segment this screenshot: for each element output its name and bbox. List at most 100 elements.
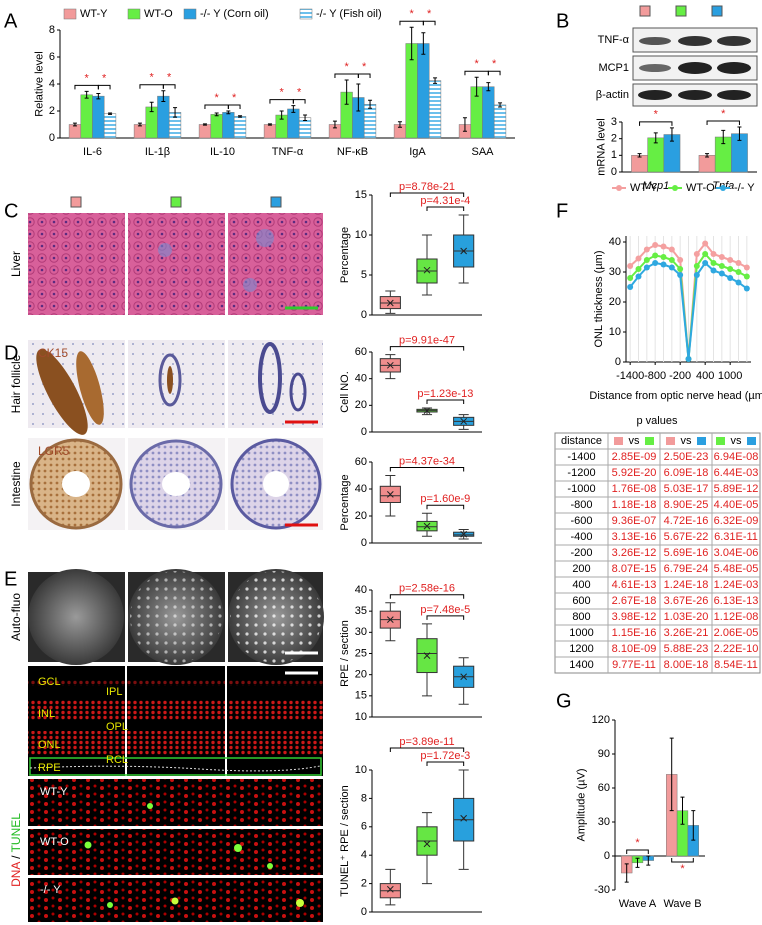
x-tick-label: -200 — [669, 370, 691, 382]
band — [638, 90, 672, 100]
legend-label: -/- Y (Fish oil) — [316, 8, 382, 20]
header-swatch — [614, 437, 623, 445]
error-bar — [462, 117, 467, 132]
x-tick-label: Wave A — [619, 898, 657, 910]
mean-marker — [423, 266, 431, 274]
error-bar — [72, 122, 77, 127]
significance-bracket — [97, 84, 111, 90]
whisker — [421, 530, 433, 537]
table-cell: 1200 — [569, 643, 593, 655]
follicle — [158, 353, 182, 407]
y-tick-label: 4 — [49, 78, 55, 90]
layer-label: RCL — [106, 754, 128, 766]
point — [743, 264, 750, 271]
whisker — [385, 290, 396, 297]
table-cell: -1000 — [567, 483, 595, 495]
table-cell: 6.79E-24 — [664, 563, 709, 575]
mean-marker — [460, 814, 468, 822]
y-axis-label: Amplitude (µV) — [575, 769, 587, 842]
whisker — [421, 234, 433, 259]
y-tick-label: -30 — [594, 884, 610, 896]
significance-marker: * — [427, 8, 432, 20]
y-tick-label: 20 — [355, 399, 367, 411]
table-cell: 1.03E-20 — [664, 611, 709, 623]
error-bar — [721, 129, 726, 145]
table-cell: 5.48E-05 — [714, 563, 759, 575]
legend-label: WT-Y — [630, 182, 658, 194]
whisker — [385, 628, 396, 642]
y-tick-label: 2 — [361, 878, 367, 890]
p-value: p=4.31e-4 — [420, 195, 470, 207]
table-header: vs — [629, 435, 641, 447]
table-cell: 3.98E-12 — [612, 611, 657, 623]
whisker — [385, 502, 396, 517]
gcl-layer — [28, 680, 323, 686]
whisker — [458, 657, 469, 667]
whisker — [421, 623, 433, 639]
panel-label: C — [4, 200, 18, 222]
bar — [157, 95, 170, 139]
p-value: p=9.91e-47 — [399, 335, 455, 347]
legend-marker — [616, 185, 622, 191]
x-tick-label: 400 — [696, 370, 714, 382]
y-tick-label: 0 — [611, 166, 617, 178]
y-tick-label: 2 — [611, 133, 617, 145]
bar — [133, 124, 147, 139]
table-cell: 9.36E-07 — [612, 515, 657, 527]
liver-images — [28, 213, 323, 315]
significance-marker: * — [297, 87, 302, 99]
mean-marker — [460, 673, 468, 681]
significance-bracket — [626, 849, 649, 854]
group-swatch — [675, 5, 687, 17]
error-bar — [669, 737, 674, 812]
y-tick-label: 20 — [355, 669, 367, 681]
layer-label: IPL — [106, 686, 123, 698]
mean-marker — [460, 530, 468, 538]
point — [635, 266, 642, 272]
point — [627, 263, 634, 269]
stain-label: LGR5 — [38, 444, 70, 458]
band — [639, 37, 671, 45]
blot-label: TNF-α — [598, 34, 630, 46]
whisker — [385, 354, 396, 359]
whisker — [458, 769, 469, 799]
significance-bracket — [74, 84, 99, 90]
point — [652, 242, 659, 248]
y-tick-label: 20 — [355, 510, 367, 522]
follicle — [76, 351, 104, 425]
x-tick-label: 1000 — [718, 370, 742, 382]
group-swatch — [270, 196, 282, 208]
tunel-label: TUNEL — [9, 813, 23, 853]
significance-marker: * — [345, 61, 350, 73]
table-cell: 2.06E-05 — [714, 627, 759, 639]
error-bar — [737, 126, 742, 141]
y-tick-label: 20 — [609, 296, 621, 308]
legend-label: WT-O — [144, 8, 173, 20]
whisker — [385, 868, 396, 884]
x-tick-label: NF-κB — [337, 146, 368, 158]
panel-label: D — [4, 342, 18, 364]
table-title: p values — [637, 415, 678, 427]
y-tick-label: 30 — [355, 626, 367, 638]
significance-bracket — [162, 84, 176, 89]
significance-bracket — [204, 104, 229, 109]
mean-marker — [460, 247, 468, 255]
mean-marker — [423, 522, 431, 530]
table-cell: 5.89E-12 — [714, 483, 759, 495]
p-bracket — [389, 346, 465, 351]
tunel-cell — [171, 897, 179, 905]
mean-marker — [423, 840, 431, 848]
point — [652, 260, 659, 266]
panel-label: E — [4, 568, 17, 590]
follicle — [258, 342, 282, 414]
y-tick-label: 1 — [611, 149, 617, 161]
lumen — [162, 472, 190, 496]
blot-label: MCP1 — [598, 62, 629, 74]
table-cell: 9.77E-11 — [612, 659, 656, 671]
point — [693, 251, 700, 257]
table-cell: 6.32E-09 — [714, 515, 759, 527]
band — [678, 62, 712, 74]
table-cell: 1400 — [569, 659, 593, 671]
tunel-cell — [296, 899, 304, 907]
legend-marker — [672, 185, 678, 191]
